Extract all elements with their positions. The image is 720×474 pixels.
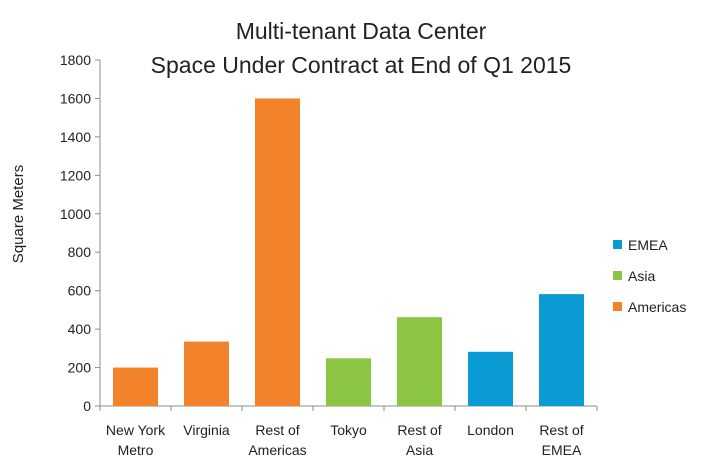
y-tick-label: 800	[68, 244, 92, 260]
y-tick-label: 1600	[60, 90, 91, 106]
x-tick-label: Rest of	[255, 422, 299, 438]
y-tick-label: 200	[68, 360, 92, 376]
x-tick-label: Americas	[248, 442, 306, 458]
bar	[468, 351, 513, 406]
legend: EMEA Asia Americas	[613, 237, 686, 315]
legend-label: Asia	[628, 268, 655, 284]
y-tick-label: 1800	[60, 52, 91, 68]
y-tick-label: 1000	[60, 206, 91, 222]
legend-swatch	[613, 271, 622, 280]
bar	[539, 294, 584, 406]
y-tick-label: 1200	[60, 167, 91, 183]
x-tick-label: Rest of	[539, 422, 583, 438]
x-tick-label: Tokyo	[330, 422, 367, 438]
bar	[397, 317, 442, 406]
bars	[113, 98, 584, 406]
y-axis-label: Square Meters	[10, 165, 27, 263]
bar	[113, 367, 158, 406]
bar	[326, 358, 371, 406]
x-tick-label: EMEA	[542, 442, 582, 458]
bar	[184, 341, 229, 406]
chart-title-line-1: Multi-tenant Data Center	[236, 18, 487, 44]
x-tick-label: Virginia	[183, 422, 230, 438]
y-tick-label: 0	[83, 398, 91, 414]
x-tick-label: London	[467, 422, 514, 438]
x-tick-labels: New York Metro Virginia Rest of Americas Toky…	[106, 422, 584, 458]
x-tick-label: Metro	[118, 442, 154, 458]
x-tick-label: New York	[106, 422, 166, 438]
y-tick-label: 600	[68, 283, 92, 299]
y-tick-label: 1400	[60, 129, 91, 145]
bar	[255, 98, 300, 406]
x-tick-label: Asia	[406, 442, 433, 458]
legend-swatch	[613, 240, 622, 249]
y-tick-labels: 0 200 400 600 800 1000 1200 1400 1600 1800	[60, 52, 91, 414]
x-tick-label: Rest of	[397, 422, 441, 438]
chart-title-line-2: Space Under Contract at End of Q1 2015	[151, 52, 572, 78]
axes	[95, 59, 598, 411]
legend-swatch	[613, 302, 622, 311]
legend-label: Americas	[628, 299, 686, 315]
legend-label: EMEA	[628, 237, 668, 253]
y-tick-label: 400	[68, 321, 92, 337]
